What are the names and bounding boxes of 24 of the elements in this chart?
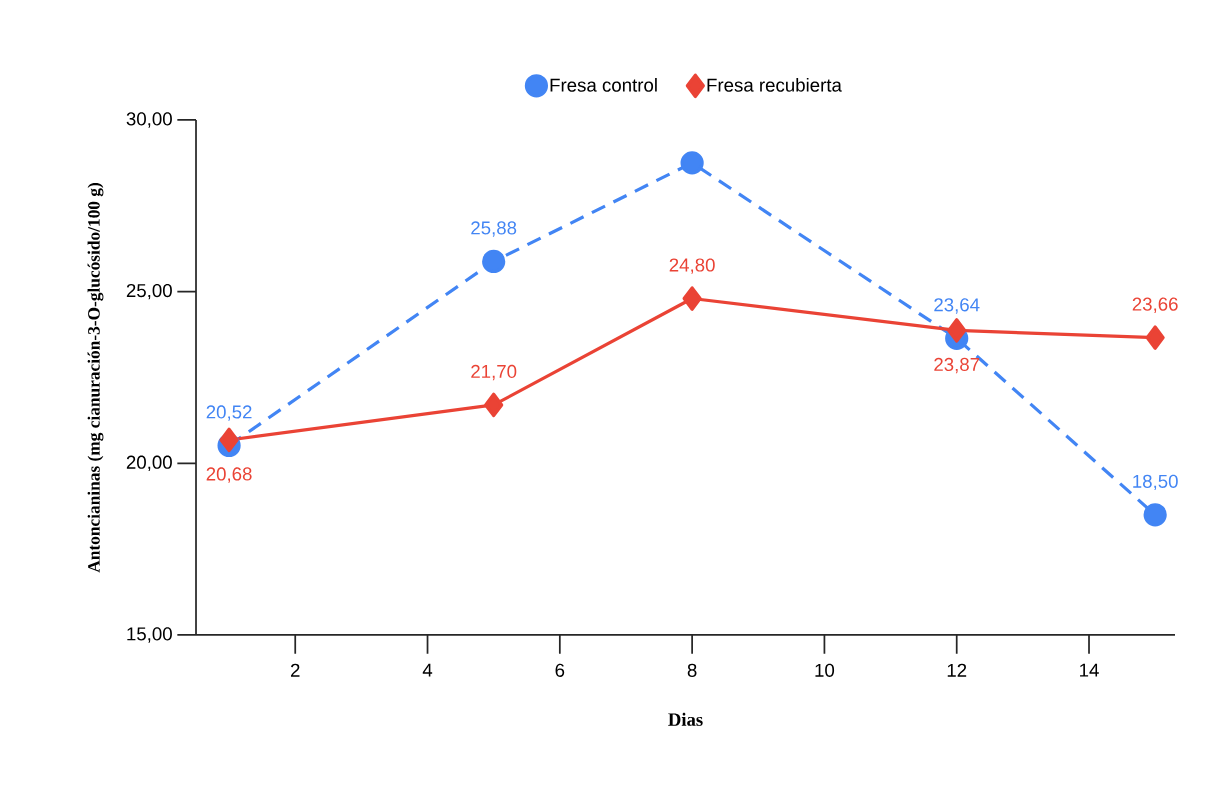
y-tick-label: 15,00: [127, 627, 172, 643]
x-axis-title: Dias: [668, 712, 703, 726]
y-tick-label: 20,00: [126, 455, 172, 472]
legend-label: Fresa recubierta: [707, 78, 842, 92]
data-label: 21,70: [471, 364, 517, 381]
x-tick-label: 12: [947, 663, 967, 677]
x-tick-label: 14: [1080, 663, 1099, 677]
legend-label: Fresa control: [550, 78, 657, 92]
y-tick-label: 25,00: [126, 283, 172, 300]
x-tick-label: 10: [815, 663, 835, 677]
x-tick-label: 2: [290, 663, 300, 677]
y-tick-label: 30,00: [126, 112, 172, 128]
data-label: 23,66: [1132, 297, 1178, 313]
data-label: 25,88: [471, 221, 517, 237]
y-axis-title: Antoncianinas (mg cianuración-3-O-glucósido/100 g): [87, 183, 104, 573]
data-label: 20,68: [206, 467, 252, 483]
data-label: 20,52: [206, 405, 252, 421]
data-label: 24,80: [669, 258, 715, 274]
x-tick-label: 4: [422, 663, 433, 677]
x-tick-label: 8: [687, 663, 697, 677]
data-label: 23,64: [934, 298, 980, 314]
x-tick-label: 6: [555, 663, 565, 677]
data-label: 18,50: [1133, 474, 1178, 491]
data-label: 23,87: [934, 357, 980, 374]
